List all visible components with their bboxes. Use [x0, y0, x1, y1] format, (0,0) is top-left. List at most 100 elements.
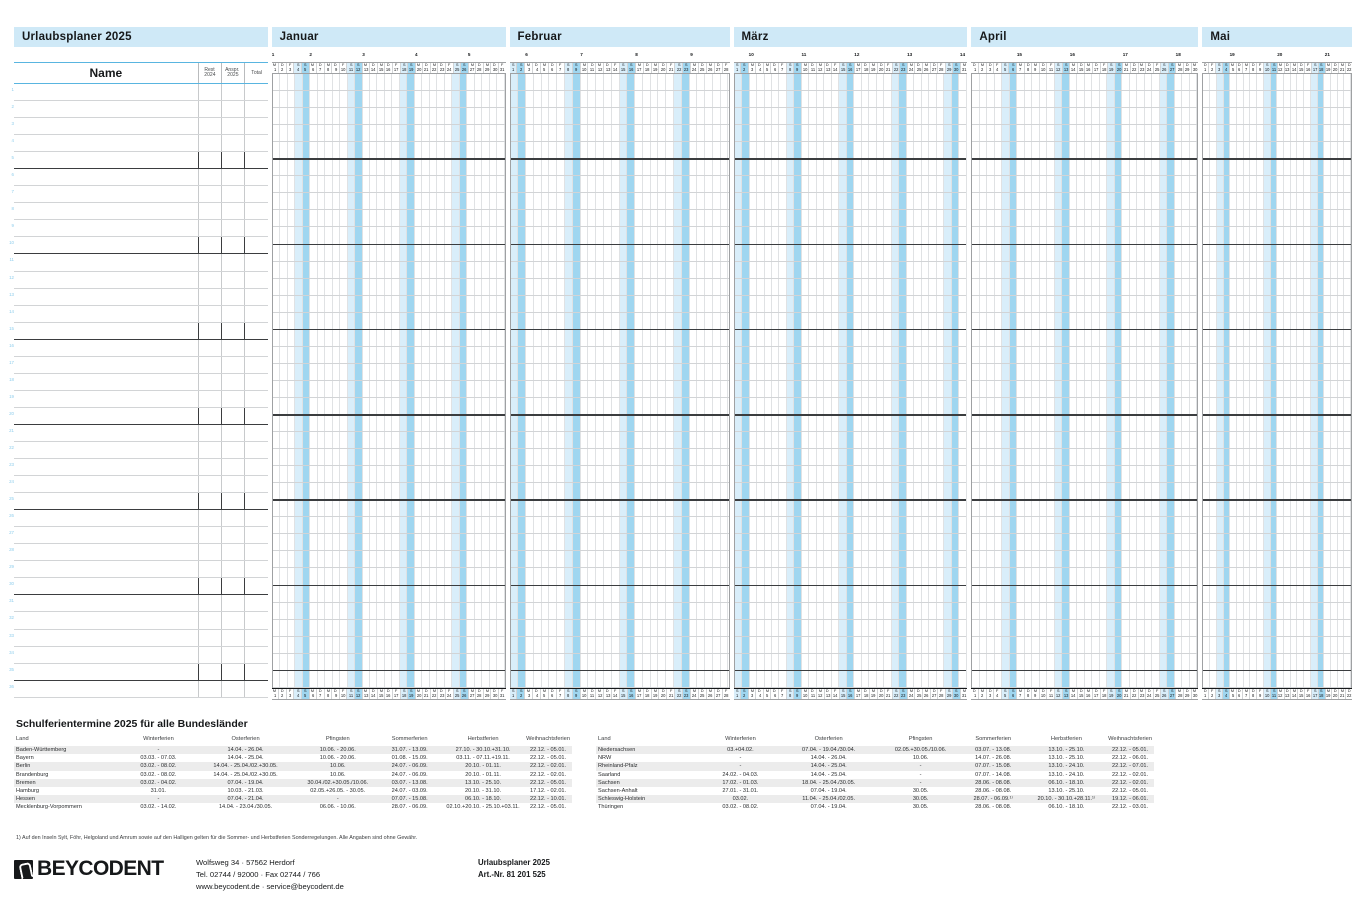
day-column[interactable] — [534, 74, 542, 688]
day-column[interactable] — [1223, 74, 1231, 688]
name-input-cell[interactable] — [14, 510, 199, 527]
day-column[interactable] — [1054, 74, 1063, 688]
day-column[interactable] — [1244, 74, 1251, 688]
cell-total[interactable] — [245, 459, 268, 475]
cell-total[interactable] — [245, 681, 268, 697]
name-entry-row[interactable]: 24 — [9, 476, 268, 494]
cell-total[interactable] — [245, 186, 268, 202]
day-column[interactable] — [944, 74, 952, 688]
cell-total[interactable] — [245, 220, 268, 236]
cell-rest-2024[interactable] — [199, 510, 222, 527]
month-day-grid[interactable] — [971, 74, 1199, 688]
day-column[interactable] — [1284, 74, 1291, 688]
day-column[interactable] — [572, 74, 581, 688]
day-column[interactable] — [786, 74, 795, 688]
cell-rest-2024[interactable] — [199, 339, 222, 356]
day-column[interactable] — [1047, 74, 1055, 688]
day-column[interactable] — [846, 74, 855, 688]
month-day-grid[interactable] — [509, 74, 730, 688]
name-entry-row[interactable]: 8 — [12, 203, 268, 221]
day-column[interactable] — [1167, 74, 1175, 688]
name-input-cell[interactable] — [14, 288, 199, 305]
day-column[interactable] — [1182, 74, 1190, 688]
day-column[interactable] — [1159, 74, 1168, 688]
cell-anspruch-2025[interactable] — [222, 186, 245, 203]
cell-rest-2024[interactable] — [199, 186, 222, 203]
day-column[interactable] — [839, 74, 847, 688]
day-column[interactable] — [280, 74, 288, 688]
cell-rest-2024[interactable] — [199, 680, 222, 697]
cell-rest-2024[interactable] — [199, 407, 222, 424]
name-entry-row[interactable]: 3 — [12, 118, 268, 136]
cell-total[interactable] — [245, 323, 268, 339]
day-column[interactable] — [518, 74, 527, 688]
cell-total[interactable] — [245, 630, 268, 646]
cell-total[interactable] — [245, 135, 268, 151]
cell-anspruch-2025[interactable] — [222, 663, 245, 680]
name-input-cell[interactable] — [14, 441, 199, 459]
day-column[interactable] — [721, 74, 729, 688]
name-entry-row[interactable]: 28 — [9, 544, 268, 562]
day-column[interactable] — [705, 74, 713, 688]
name-input-cell[interactable] — [14, 101, 199, 118]
cell-anspruch-2025[interactable] — [222, 169, 245, 186]
name-entry-row[interactable]: 11 — [9, 254, 268, 272]
cell-anspruch-2025[interactable] — [222, 220, 245, 237]
cell-rest-2024[interactable] — [199, 152, 222, 169]
name-entry-row[interactable]: 4 — [12, 135, 268, 153]
month-day-grid[interactable] — [733, 74, 968, 688]
cell-rest-2024[interactable] — [199, 220, 222, 237]
day-column[interactable] — [635, 74, 643, 688]
day-column[interactable] — [1344, 74, 1352, 688]
day-column[interactable] — [1257, 74, 1264, 688]
day-column[interactable] — [951, 74, 960, 688]
day-column[interactable] — [1107, 74, 1115, 688]
day-column[interactable] — [922, 74, 930, 688]
cell-total[interactable] — [245, 289, 268, 305]
name-input-cell[interactable] — [14, 135, 199, 152]
cell-rest-2024[interactable] — [199, 254, 222, 271]
name-input-cell[interactable] — [14, 84, 199, 101]
day-column[interactable] — [467, 74, 475, 688]
day-column[interactable] — [1304, 74, 1311, 688]
name-entry-row[interactable]: 13 — [9, 288, 268, 306]
cell-anspruch-2025[interactable] — [222, 254, 245, 271]
cell-rest-2024[interactable] — [199, 544, 222, 561]
day-column[interactable] — [1297, 74, 1305, 688]
day-column[interactable] — [1100, 74, 1108, 688]
cell-total[interactable] — [245, 664, 268, 680]
name-entry-row[interactable]: 22 — [9, 441, 268, 460]
day-column[interactable] — [1137, 74, 1145, 688]
cell-rest-2024[interactable] — [199, 459, 222, 476]
cell-anspruch-2025[interactable] — [222, 680, 245, 697]
name-input-cell[interactable] — [14, 220, 199, 237]
name-input-cell[interactable] — [14, 322, 199, 339]
day-column[interactable] — [627, 74, 636, 688]
month-day-grid[interactable] — [271, 74, 506, 688]
name-input-cell[interactable] — [14, 527, 199, 544]
day-column[interactable] — [1237, 74, 1244, 688]
day-column[interactable] — [877, 74, 885, 688]
cell-total[interactable] — [245, 493, 268, 509]
cell-anspruch-2025[interactable] — [222, 203, 245, 220]
day-column[interactable] — [565, 74, 573, 688]
day-column[interactable] — [399, 74, 408, 688]
day-column[interactable] — [697, 74, 706, 688]
cell-rest-2024[interactable] — [199, 390, 222, 407]
cell-rest-2024[interactable] — [199, 646, 222, 663]
day-column[interactable] — [959, 74, 967, 688]
name-entry-row[interactable]: 10 — [9, 237, 268, 255]
day-column[interactable] — [929, 74, 937, 688]
day-column[interactable] — [482, 74, 490, 688]
cell-total[interactable] — [245, 544, 268, 560]
day-column[interactable] — [1002, 74, 1010, 688]
name-entry-row[interactable]: 19 — [9, 390, 268, 408]
day-column[interactable] — [333, 74, 341, 688]
cell-total[interactable] — [245, 442, 268, 458]
day-column[interactable] — [273, 74, 281, 688]
cell-rest-2024[interactable] — [199, 169, 222, 186]
cell-total[interactable] — [245, 476, 268, 492]
cell-rest-2024[interactable] — [199, 561, 222, 578]
name-entry-row[interactable]: 15 — [9, 322, 268, 340]
cell-rest-2024[interactable] — [199, 305, 222, 322]
